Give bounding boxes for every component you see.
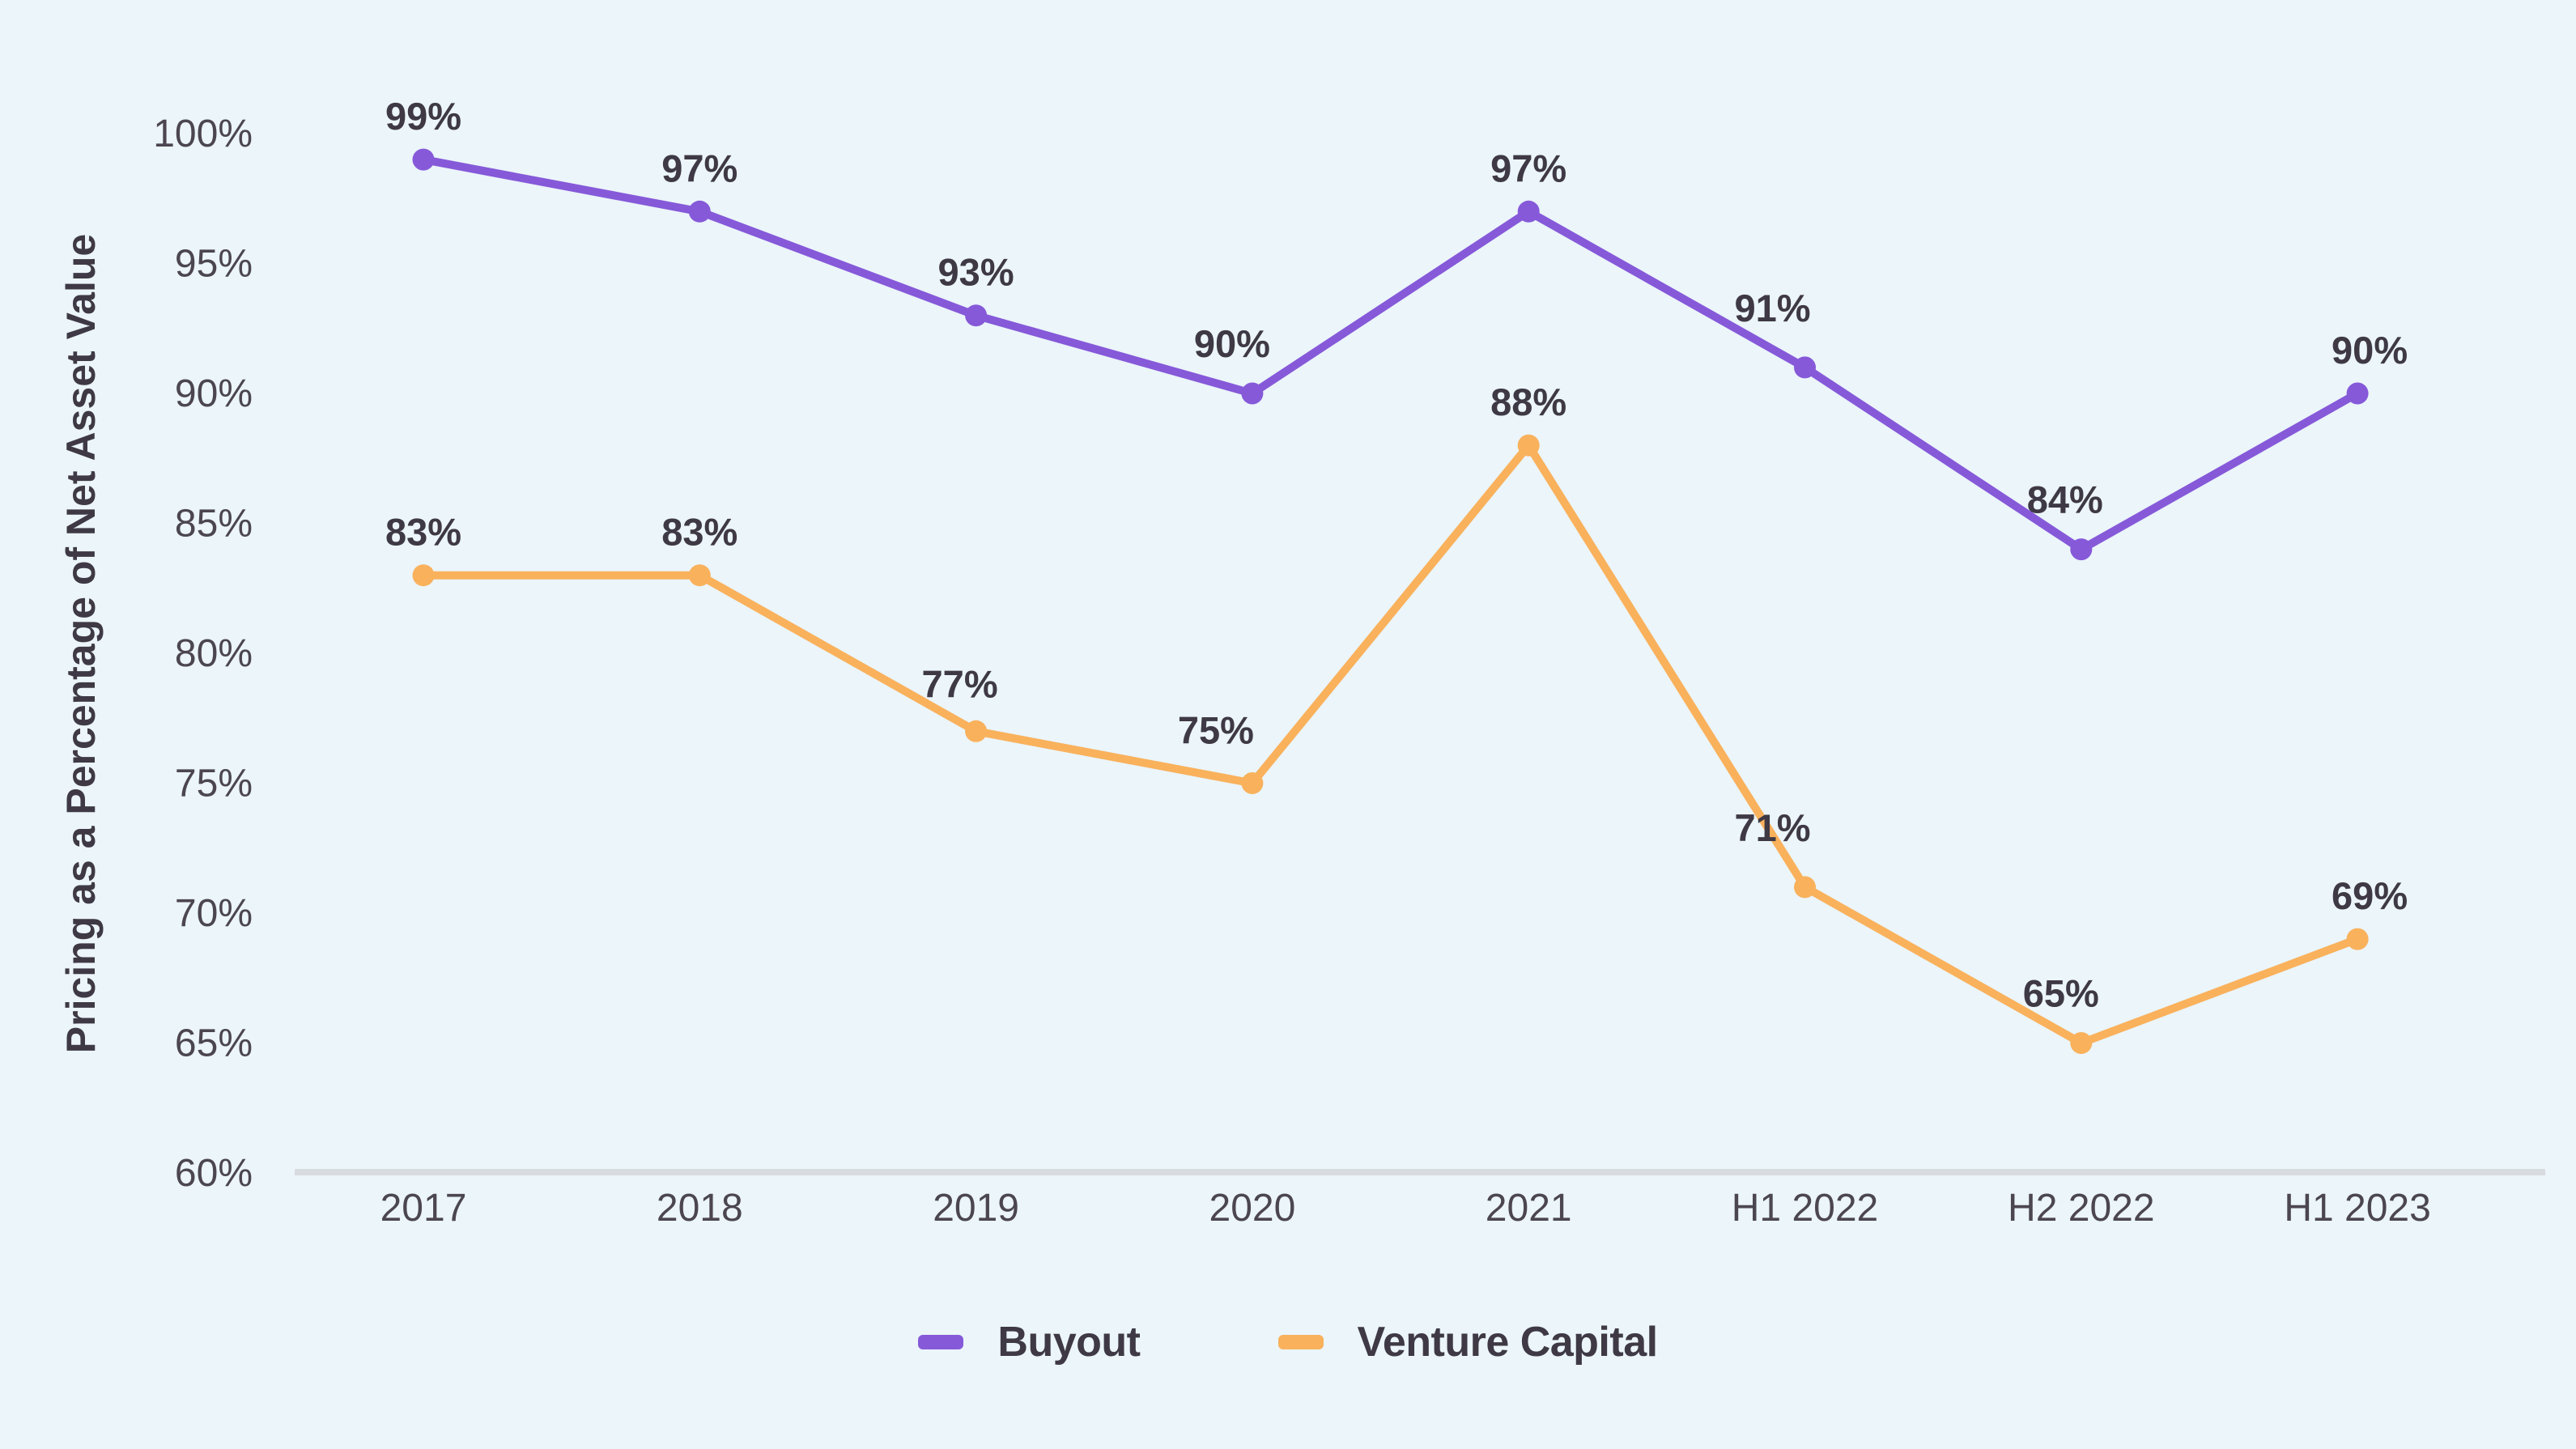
legend-item-buyout: Buyout xyxy=(918,1318,1141,1366)
y-tick-label: 100% xyxy=(153,113,253,155)
data-point-marker xyxy=(2070,1032,2093,1054)
x-tick-label: H1 2023 xyxy=(2284,1187,2430,1230)
y-axis-title: Pricing as a Percentage of Net Asset Val… xyxy=(58,234,104,1053)
y-tick-label: 75% xyxy=(175,763,253,805)
x-tick-label: 2020 xyxy=(1209,1187,1296,1230)
x-tick-label: H1 2022 xyxy=(1732,1187,1878,1230)
x-tick-label: 2021 xyxy=(1486,1187,1572,1230)
series-line-venture-capital xyxy=(419,441,2362,1047)
y-tick-label: 70% xyxy=(175,892,253,935)
data-point-marker xyxy=(1794,876,1816,899)
data-point-marker xyxy=(688,564,711,587)
data-point-label: 69% xyxy=(2332,874,2408,917)
y-tick-label: 95% xyxy=(175,243,253,286)
data-point-marker xyxy=(965,304,988,327)
data-point-marker xyxy=(412,564,435,587)
y-tick-label: 65% xyxy=(175,1022,253,1065)
legend-label-venture-capital: Venture Capital xyxy=(1357,1319,1659,1366)
data-point-marker xyxy=(412,148,435,171)
legend-swatch-buyout xyxy=(918,1335,964,1349)
data-point-marker xyxy=(1241,382,1264,405)
data-point-label: 91% xyxy=(1734,287,1810,329)
x-tick-label: H2 2022 xyxy=(2008,1187,2154,1230)
data-point-label: 75% xyxy=(1178,709,1254,752)
data-point-marker xyxy=(1241,772,1264,794)
data-point-marker xyxy=(2346,382,2369,405)
data-point-label: 83% xyxy=(385,511,461,554)
data-point-label: 97% xyxy=(661,147,738,189)
y-tick-label: 85% xyxy=(175,503,253,546)
legend-swatch-venture-capital xyxy=(1277,1335,1324,1349)
data-point-label: 84% xyxy=(2027,478,2103,521)
data-point-marker xyxy=(688,200,711,223)
data-point-label: 99% xyxy=(385,95,461,138)
series-line-buyout xyxy=(419,155,2362,554)
data-point-label: 88% xyxy=(1490,380,1566,423)
y-tick-label: 80% xyxy=(175,632,253,675)
data-point-label: 90% xyxy=(1194,322,1270,365)
x-tick-label: 2017 xyxy=(380,1187,467,1230)
data-point-label: 90% xyxy=(2332,329,2408,372)
data-point-marker xyxy=(965,720,988,742)
data-point-marker xyxy=(1517,200,1540,223)
x-tick-label: 2019 xyxy=(933,1187,1019,1230)
data-point-label: 71% xyxy=(1734,806,1810,849)
x-tick-label: 2018 xyxy=(657,1187,743,1230)
y-tick-label: 90% xyxy=(175,372,253,415)
y-tick-label: 60% xyxy=(175,1152,253,1195)
data-point-marker xyxy=(1794,356,1816,379)
legend-label-buyout: Buyout xyxy=(997,1319,1141,1366)
data-point-label: 93% xyxy=(938,251,1014,294)
legend-item-venture-capital: Venture Capital xyxy=(1277,1318,1659,1366)
data-point-label: 97% xyxy=(1490,147,1566,189)
data-point-label: 65% xyxy=(2023,972,2099,1015)
data-point-marker xyxy=(2346,928,2369,950)
data-point-marker xyxy=(1517,434,1540,457)
chart-legend: Buyout Venture Capital xyxy=(0,1318,2576,1366)
data-point-marker xyxy=(2070,538,2093,561)
data-point-label: 77% xyxy=(922,662,998,705)
data-point-label: 83% xyxy=(661,511,738,554)
